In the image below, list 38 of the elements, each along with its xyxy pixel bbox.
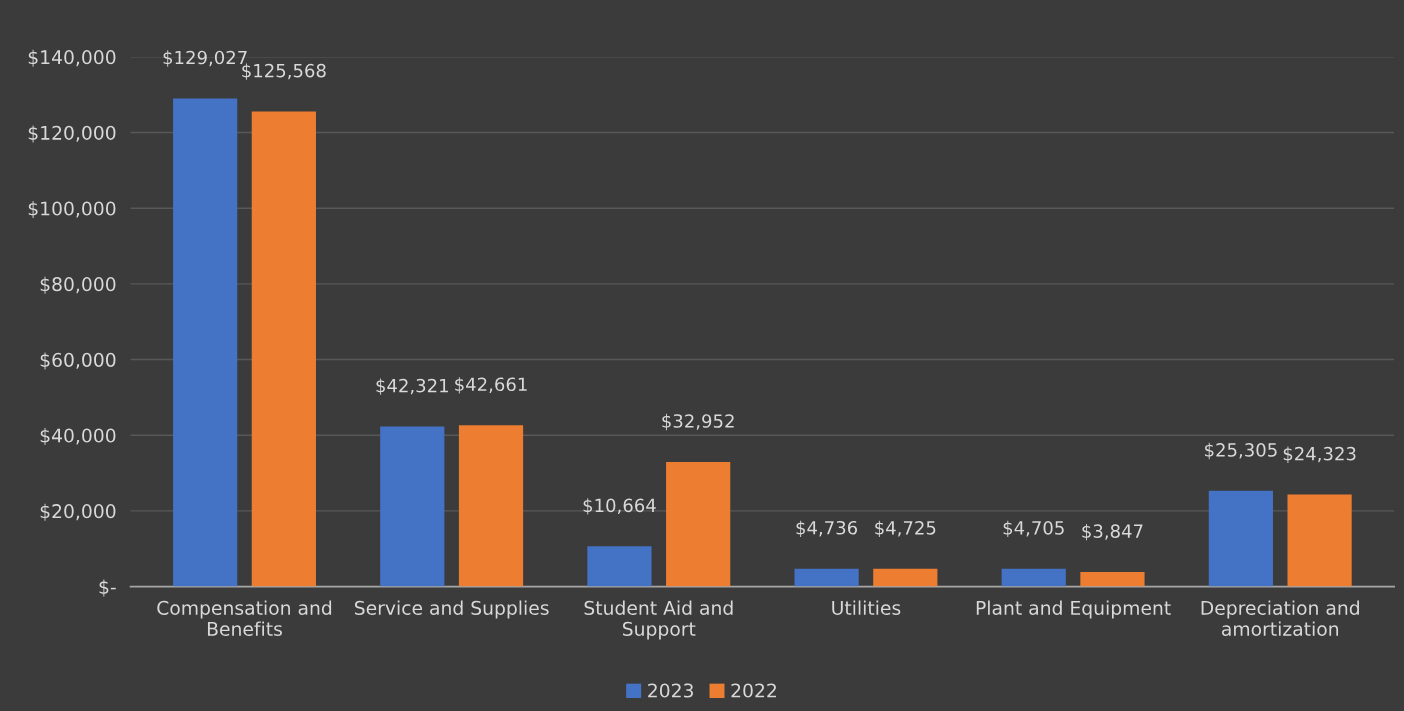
y-tick-label: $140,000 (28, 49, 116, 67)
data-label: $4,705 (1003, 520, 1064, 538)
data-label: $42,661 (455, 377, 527, 394)
x-tick-label: Service and Supplies (354, 600, 549, 619)
y-tick-label: $40,000 (40, 428, 116, 446)
y-tick-label: $- (99, 579, 116, 597)
y-tick-label: $20,000 (40, 503, 116, 521)
y-tick-label: $60,000 (40, 352, 116, 370)
data-label: $25,305 (1205, 442, 1277, 460)
bar (873, 568, 938, 587)
bar (1287, 494, 1352, 587)
x-tick-label: Compensation and Benefits (157, 600, 332, 636)
y-tick-label: $100,000 (28, 201, 116, 219)
data-label: $32,952 (662, 413, 734, 431)
y-tick-label: $80,000 (40, 276, 116, 294)
data-label: $3,847 (1082, 523, 1143, 541)
bar (251, 111, 316, 587)
data-label: $4,736 (796, 520, 858, 537)
data-label: $42,321 (376, 378, 448, 395)
data-label: $4,725 (875, 520, 936, 538)
x-tick-label: Student Aid and Support (584, 600, 733, 640)
bar (1001, 568, 1066, 587)
bar (587, 546, 652, 587)
data-label: $24,323 (1283, 446, 1356, 463)
y-tick-label: $120,000 (28, 125, 116, 143)
bar (1080, 572, 1145, 587)
bar (666, 461, 731, 587)
bar (794, 568, 859, 587)
x-tick-label: Utilities (832, 600, 901, 615)
bar (458, 425, 524, 587)
data-label: $10,664 (583, 498, 656, 515)
bar (173, 98, 238, 587)
bar (380, 426, 445, 587)
x-tick-label: Plant and Equipment (976, 600, 1171, 619)
x-tick-label: Depreciation and amortization (1201, 600, 1359, 636)
legend-label: 2023 (648, 683, 693, 698)
bar (1208, 490, 1273, 587)
legend-label: 2022 (731, 683, 776, 698)
